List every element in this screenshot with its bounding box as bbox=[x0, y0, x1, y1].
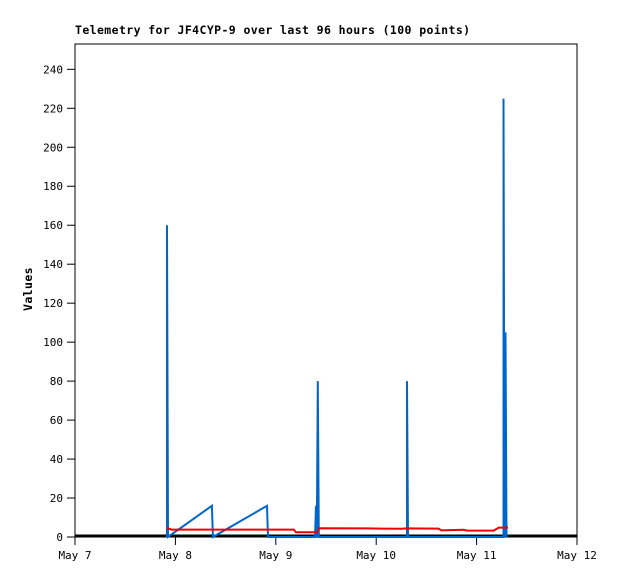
y-tick-label: 80 bbox=[50, 375, 63, 388]
x-tick-label: May 12 bbox=[557, 549, 597, 562]
x-tick-label: May 7 bbox=[58, 549, 91, 562]
y-tick-label: 240 bbox=[43, 63, 63, 76]
y-tick-label: 0 bbox=[56, 531, 63, 544]
x-tick-label: May 10 bbox=[356, 549, 396, 562]
y-tick-label: 120 bbox=[43, 297, 63, 310]
y-tick-label: 20 bbox=[50, 492, 63, 505]
y-tick-label: 40 bbox=[50, 453, 63, 466]
plot-frame bbox=[74, 43, 578, 538]
y-tick-label: 60 bbox=[50, 414, 63, 427]
y-tick-label: 220 bbox=[43, 102, 63, 115]
x-tick-label: May 8 bbox=[159, 549, 192, 562]
x-tick-label: May 11 bbox=[457, 549, 497, 562]
series-telemetry-channel-red-line bbox=[166, 526, 508, 534]
y-tick-label: 180 bbox=[43, 180, 63, 193]
y-tick-label: 200 bbox=[43, 141, 63, 154]
series-telemetry-channel-blue-line bbox=[166, 98, 508, 539]
x-tick-label: May 9 bbox=[259, 549, 292, 562]
y-tick-label: 140 bbox=[43, 258, 63, 271]
y-tick-label: 160 bbox=[43, 219, 63, 232]
y-tick-label: 100 bbox=[43, 336, 63, 349]
y-axis-title: Values bbox=[21, 267, 35, 311]
chart-title: Telemetry for JF4CYP-9 over last 96 hour… bbox=[75, 23, 471, 37]
